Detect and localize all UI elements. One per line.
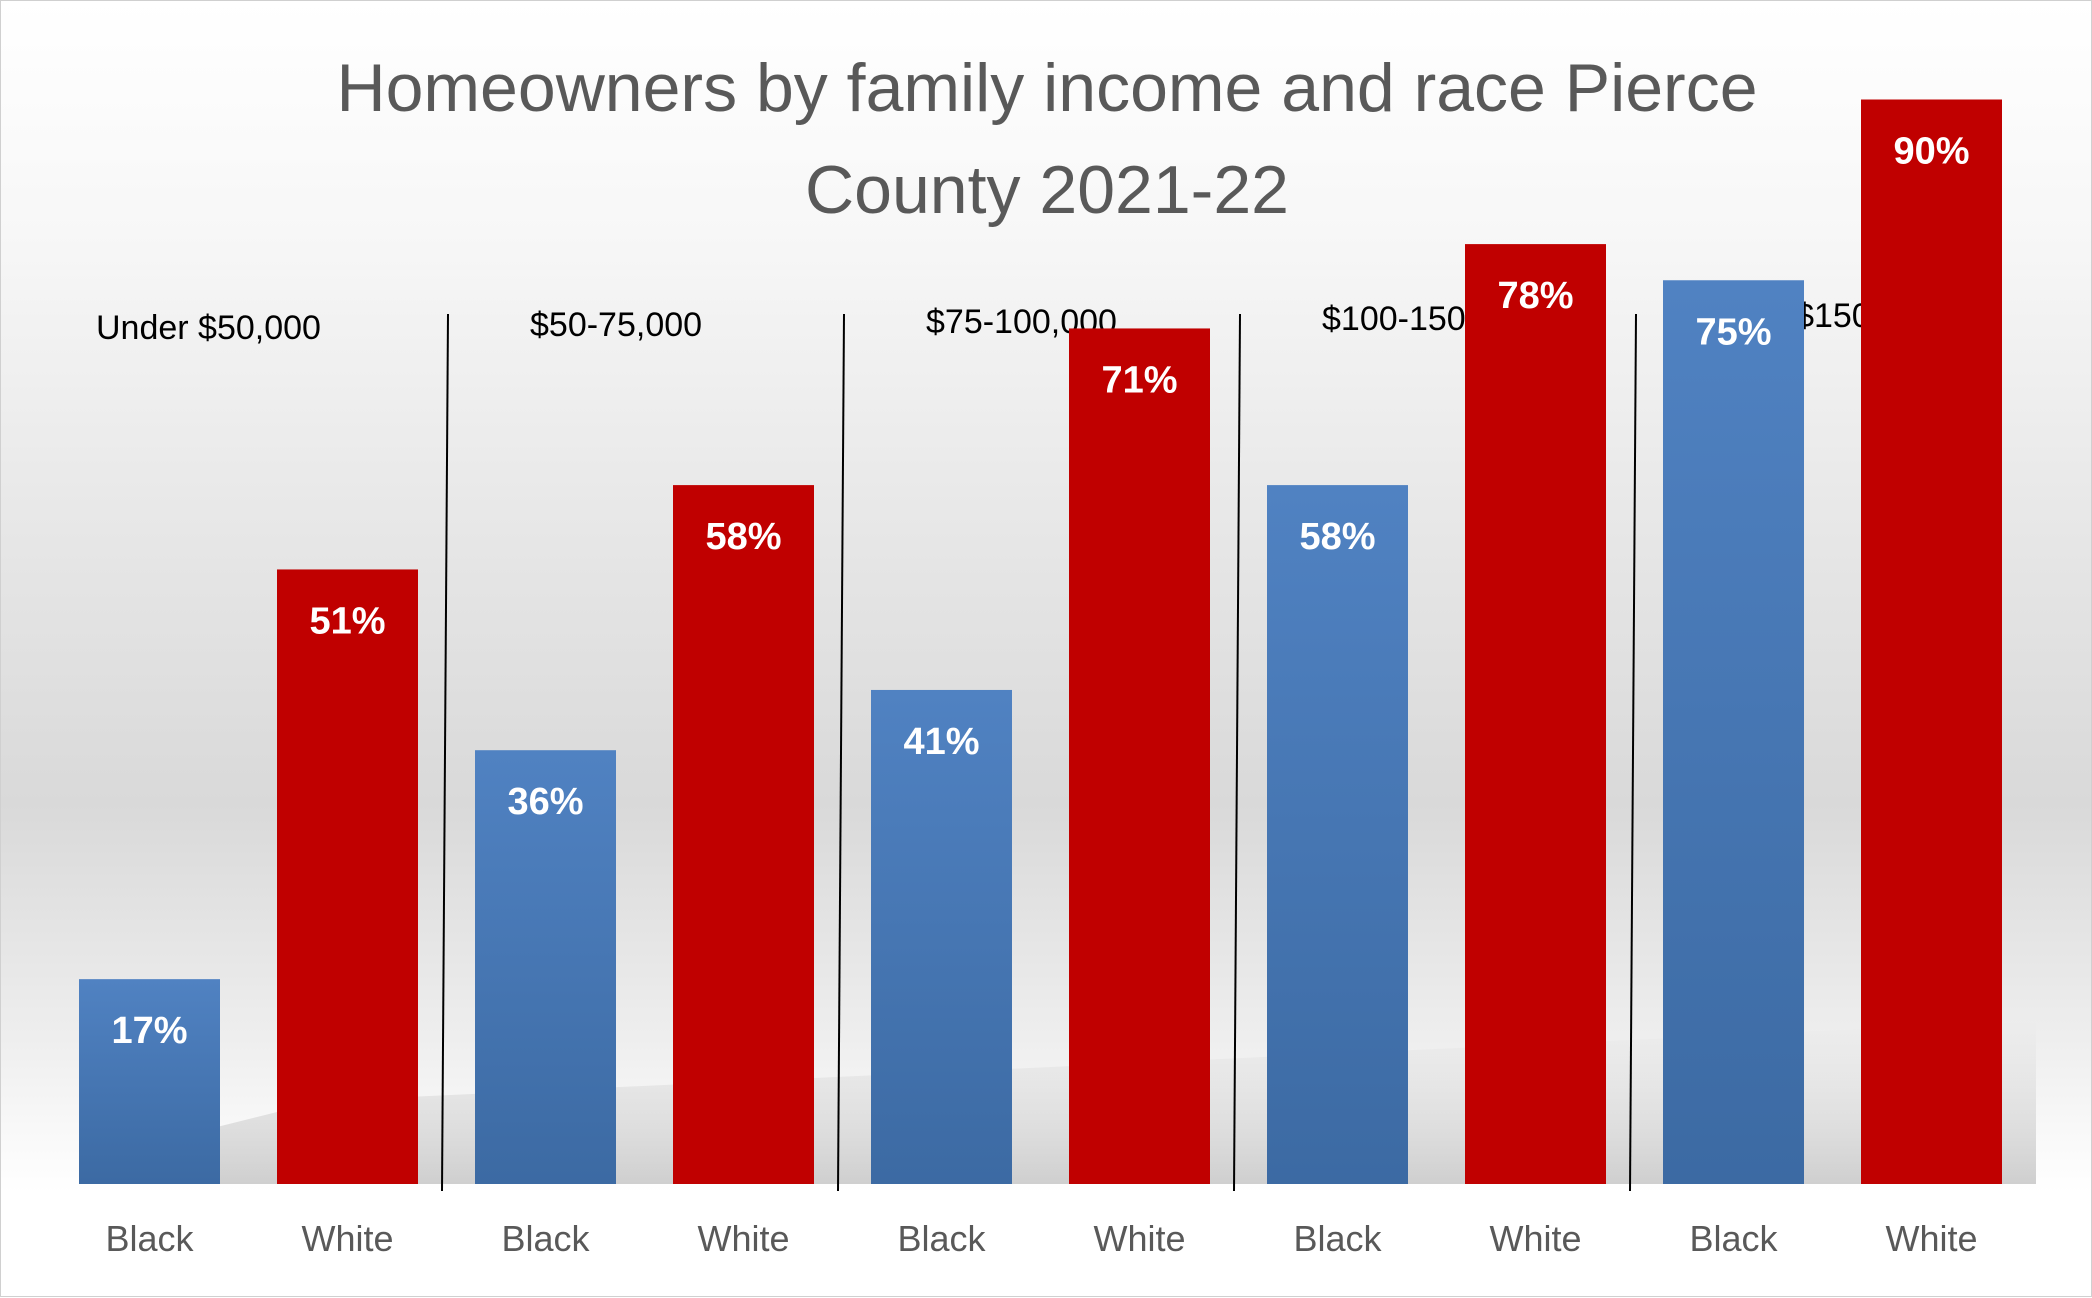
bar-black [475,750,616,1184]
bar-white [1861,99,2002,1184]
bar-white [1069,328,1210,1184]
data-label: 41% [903,721,979,763]
category-label: White [1489,1218,1581,1259]
category-label: White [1885,1218,1977,1259]
group-separator [441,313,449,1192]
category-label: Black [501,1218,590,1259]
data-label: 17% [111,1010,187,1052]
category-label: Black [105,1218,194,1259]
data-label: 58% [1299,516,1375,558]
data-label: 58% [705,516,781,558]
category-label: Black [1293,1218,1382,1259]
bar-black [1663,280,1804,1184]
bar-white [673,485,814,1185]
data-label: 75% [1695,311,1771,353]
chart-title-line1: Homeowners by family income and race Pie… [336,50,1757,126]
data-label: 71% [1101,359,1177,401]
bar-black [1267,485,1408,1185]
category-label: White [1093,1218,1185,1259]
group-separator [1233,313,1241,1192]
category-label: White [301,1218,393,1259]
group-label: $50-75,000 [530,306,702,344]
bar-white [277,569,418,1184]
data-label: 78% [1497,275,1573,317]
bar-white [1465,244,1606,1185]
group-separator [1629,313,1637,1192]
data-label: 36% [507,781,583,823]
bar-black [79,979,220,1184]
group-separator [837,313,845,1192]
bar-black [871,689,1012,1184]
data-label: 90% [1893,131,1969,173]
group-label: Under $50,000 [96,309,321,347]
category-label: Black [1689,1218,1778,1259]
category-label: Black [897,1218,986,1259]
category-label: White [697,1218,789,1259]
chart-title-line2: County 2021-22 [805,152,1289,228]
data-label: 51% [309,600,385,642]
